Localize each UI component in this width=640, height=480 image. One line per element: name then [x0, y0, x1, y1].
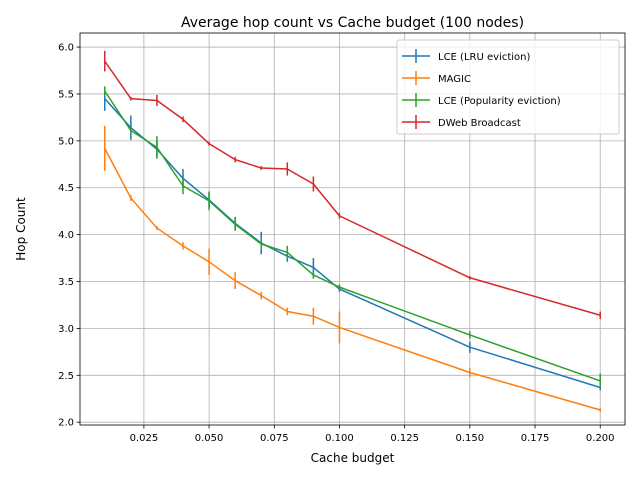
y-tick-label: 4.0 — [58, 230, 74, 241]
series-2 — [104, 125, 601, 412]
x-tick-label: 0.200 — [586, 433, 615, 444]
x-tick-label: 0.150 — [456, 433, 485, 444]
legend-box — [396, 39, 620, 135]
series-line — [104, 60, 601, 317]
series-3 — [104, 86, 601, 389]
legend-label: DWeb Broadcast — [438, 118, 521, 129]
legend-entry-2: MAGIC — [402, 71, 471, 85]
x-tick-label: 0.100 — [325, 433, 354, 444]
legend-label: LCE (LRU eviction) — [438, 52, 530, 63]
y-tick-label: 3.0 — [58, 324, 74, 335]
series-4 — [104, 50, 601, 320]
y-axis-label: Hop Count — [14, 197, 28, 261]
plot-frame — [79, 32, 626, 426]
x-tick-label: 0.075 — [260, 433, 289, 444]
x-tick-label: 0.025 — [130, 433, 159, 444]
x-tick-label: 0.175 — [521, 433, 550, 444]
y-tick-label: 6.0 — [58, 43, 74, 54]
legend-label: LCE (Popularity eviction) — [438, 96, 561, 107]
y-tick-label: 5.5 — [58, 89, 74, 100]
y-axis-ticks: 2.0 2.5 3.0 3.5 4.0 4.5 5.0 5.5 6.0 — [58, 43, 80, 429]
x-axis-label: Cache budget — [311, 451, 395, 465]
legend-entry-3: LCE (Popularity eviction) — [402, 93, 561, 107]
x-tick-label: 0.050 — [195, 433, 224, 444]
series-line — [104, 148, 601, 411]
y-tick-label: 2.5 — [58, 371, 74, 382]
x-axis-ticks: 0.025 0.050 0.075 0.100 0.125 0.150 0.175 0.200 — [130, 425, 615, 444]
series-line — [104, 90, 601, 382]
x-tick-label: 0.125 — [390, 433, 419, 444]
legend-entry-4: DWeb Broadcast — [402, 115, 521, 129]
legend-label: MAGIC — [438, 74, 471, 85]
y-tick-label: 4.5 — [58, 183, 74, 194]
chart-title: Average hop count vs Cache budget (100 n… — [181, 15, 524, 31]
series-layer — [104, 50, 601, 412]
y-tick-label: 5.0 — [58, 136, 74, 147]
legend: LCE (LRU eviction) MAGIC LCE (Popularity e… — [396, 39, 620, 135]
legend-entry-1: LCE (LRU eviction) — [402, 49, 530, 63]
y-tick-label: 3.5 — [58, 277, 74, 288]
y-tick-label: 2.0 — [58, 418, 74, 429]
